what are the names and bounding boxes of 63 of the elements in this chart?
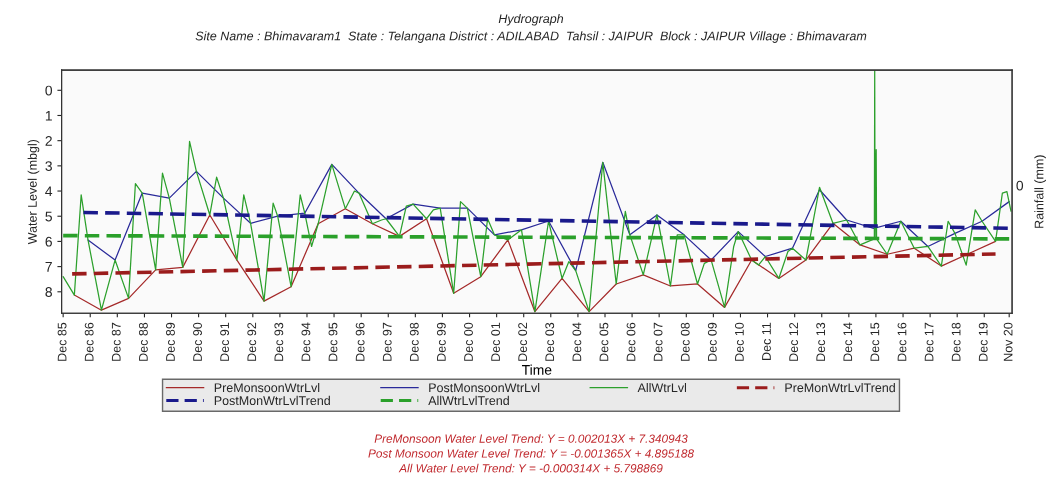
chart-title: Hydrograph (498, 13, 564, 26)
x-tick-label: Dec 89 (166, 322, 175, 361)
y-tick-label: 8 (45, 287, 52, 297)
x-tick-label: Dec 90 (193, 322, 202, 361)
y-tick-label: 3 (45, 161, 52, 172)
text: Post Monsoon Water Level Trend: Y = -0.001365X + 4.895188 (368, 448, 694, 458)
x-tick-label: Dec 88 (138, 322, 148, 361)
x-tick-label: Dec 97 (382, 322, 392, 361)
x-tick-label: Dec 86 (84, 322, 94, 361)
line-series (62, 70, 1012, 313)
x-tick-label: Dec 09 (707, 322, 717, 361)
legend-label: PostMonWtrLvlTrend (214, 395, 330, 406)
chart-subtitle: Site Name : Bhimavaram1 State : Telangana District : ADILABAD Tahsil : JAIPUR Block : JAIPUR Village : Bhimavaram (195, 31, 867, 43)
legend-label: PostMonsoonWtrLvl (429, 382, 540, 393)
x-tick-label: Dec 14 (843, 322, 853, 361)
y-tick-label: 6 (45, 236, 52, 247)
x-tick-label: Dec 16 (897, 322, 907, 361)
x-tick-label: Dec 91 (220, 322, 230, 361)
x-tick-label: Dec 87 (111, 322, 121, 361)
legend-label: AllWtrLvl (637, 382, 687, 393)
x-tick-label: Dec 95 (328, 322, 338, 361)
x-tick-label: Dec 02 (518, 322, 528, 361)
text: 0 (1016, 180, 1024, 191)
x-tick-label: Dec 98 (409, 322, 419, 361)
x-tick-label: Dec 11 (762, 322, 771, 360)
x-tick-label: Dec 18 (951, 322, 961, 361)
x-tick-label: Dec 99 (436, 322, 446, 361)
text: PreMonsoon Water Level Trend: Y = 0.002013X + 7.340943 (374, 434, 688, 443)
x-tick-label: Dec 08 (680, 322, 690, 361)
x-tick-label: Dec 94 (301, 322, 311, 361)
text: All Water Level Trend: Y = -0.000314X + 5.798869 (398, 463, 663, 473)
x-tick-label: Dec 00 (464, 322, 473, 361)
x-axis-title: Time (521, 364, 552, 375)
x-tick-label: Dec 17 (924, 322, 934, 361)
x-tick-label: Dec 04 (572, 322, 582, 361)
x-tick-label: Dec 03 (545, 322, 555, 361)
line-series (87, 161, 1010, 272)
x-tick-label: Dec 96 (355, 322, 365, 361)
y-tick-label: 0 (45, 85, 53, 96)
line-series (73, 208, 997, 313)
y-tick-label: 2 (45, 136, 52, 146)
legend-label: PreMonsoonWtrLvl (214, 382, 320, 393)
y-tick-label: 7 (45, 262, 52, 272)
x-tick-label: Dec 13 (816, 322, 826, 361)
x-tick-label: Dec 92 (247, 322, 257, 361)
x-tick-label: Dec 01 (491, 322, 500, 361)
x-tick-label: Dec 06 (626, 322, 636, 361)
legend-label: AllWtrLvlTrend (428, 395, 509, 406)
x-tick-label: Dec 05 (599, 322, 609, 361)
x-tick-label: Dec 12 (789, 322, 799, 361)
legend-label: PreMonWtrLvlTrend (785, 382, 895, 393)
y-tick-label: 5 (45, 211, 52, 222)
y-tick-label: 4 (45, 186, 53, 197)
y2-axis-title: Rainfall (mm) (1034, 155, 1046, 228)
x-tick-label: Dec 19 (978, 322, 988, 361)
x-tick-label: Dec 15 (870, 322, 880, 361)
x-tick-label: Nov 20 (1003, 322, 1013, 361)
x-tick-label: Dec 07 (653, 322, 663, 361)
x-tick-label: Dec 85 (57, 322, 67, 361)
y-tick-label: 1 (45, 110, 52, 121)
x-tick-label: Dec 93 (274, 322, 284, 361)
y-axis-title: Water Level (mbgl) (27, 139, 40, 245)
x-tick-label: Dec 10 (734, 322, 744, 361)
